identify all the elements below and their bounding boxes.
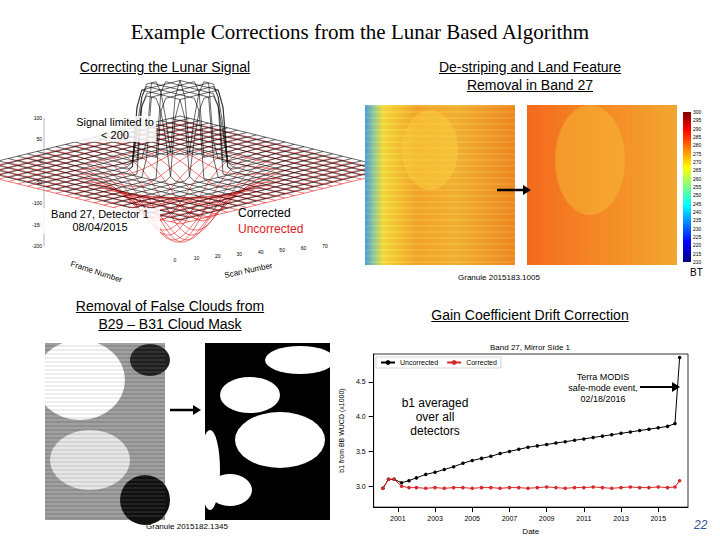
svg-text:2001: 2001 [390,515,406,522]
svg-text:290: 290 [693,126,702,132]
svg-text:50: 50 [279,247,285,253]
svg-text:-50: -50 [35,179,42,185]
svg-text:210: 210 [693,259,702,265]
svg-text:285: 285 [693,134,702,140]
html-text:Gain Coefficient Drift Correct: Gain Coefficient Drift Correction [431,307,629,323]
svg-text:b1 from BB WUCD (x1000): b1 from BB WUCD (x1000) [338,388,346,472]
svg-text:Uncorrected: Uncorrected [400,359,438,366]
html-text:Corrected: Corrected [238,206,291,220]
svg-text:BT: BT [690,267,703,278]
svg-text:30: 30 [237,251,243,257]
svg-text:240: 240 [693,209,702,215]
svg-text:0: 0 [39,158,42,164]
svg-text:4.0: 4.0 [356,413,366,420]
svg-text:250: 250 [693,192,702,198]
svg-text:4.5: 4.5 [356,378,366,385]
svg-text:-100: -100 [32,200,42,206]
html-text:Terra MODIS safe-mode event, 0: Terra MODIS safe-mode event, 02/18/2016 [568,372,638,404]
svg-text:3.5: 3.5 [356,448,366,455]
svg-text:-150: -150 [32,221,42,228]
svg-text:295: 295 [693,117,702,123]
html-text:Correcting the Lunar Signal: Correcting the Lunar Signal [79,59,251,75]
html-text:Uncorrected: Uncorrected [238,222,304,236]
svg-text:265: 265 [693,167,702,173]
svg-text:60: 60 [301,245,307,251]
svg-text:-200: -200 [32,243,42,249]
svg-text:2009: 2009 [539,515,555,522]
html-text:b1 averaged over all detectors: b1 averaged over all detectors [401,396,469,438]
svg-text:Frame Number: Frame Number [69,259,123,284]
svg-text:20: 20 [215,253,221,259]
html-text:Band 27, Detector 1 08/04/2015: Band 27, Detector 1 08/04/2015 [51,208,149,233]
svg-text:2007: 2007 [502,515,518,522]
svg-text:Band 27, Mirror Side 1: Band 27, Mirror Side 1 [490,343,571,352]
svg-text:280: 280 [693,142,702,148]
svg-text:2003: 2003 [427,515,443,522]
html-text:Example Corrections from the L: Example Corrections from the Lunar Based… [130,20,590,44]
svg-text:2011: 2011 [576,515,591,522]
svg-text:2015: 2015 [650,515,666,522]
svg-text:50: 50 [36,136,42,142]
html-text:Removal of False Clouds from B: Removal of False Clouds from B29 – B31 C… [75,298,265,332]
svg-text:235: 235 [693,217,702,223]
svg-text:3.0: 3.0 [356,483,366,490]
html-text:Signal limited to < 200: Signal limited to < 200 [76,116,154,141]
svg-text:260: 260 [693,176,702,182]
svg-text:255: 255 [693,184,702,190]
svg-text:0: 0 [174,257,177,263]
svg-text:40: 40 [258,249,264,255]
svg-text:225: 225 [693,234,702,240]
svg-text:230: 230 [693,226,702,232]
svg-text:275: 275 [693,151,702,157]
svg-text:Scan Number: Scan Number [224,261,274,280]
svg-text:245: 245 [693,201,702,207]
svg-text:Date: Date [522,527,539,536]
svg-text:270: 270 [693,159,702,165]
svg-text:10: 10 [194,255,200,261]
svg-text:70: 70 [322,243,328,249]
svg-text:2005: 2005 [464,515,480,522]
html-text:De-striping and Land Feature R: De-striping and Land Feature Removal in … [438,59,621,93]
html-text:22: 22 [694,518,708,532]
svg-text:220: 220 [693,242,702,248]
svg-text:Corrected: Corrected [466,359,497,366]
svg-text:300: 300 [693,109,702,115]
svg-text:100: 100 [34,115,43,121]
svg-text:Granule 2015182.1345: Granule 2015182.1345 [146,522,228,531]
svg-text:Granule 2015183.1005: Granule 2015183.1005 [458,273,540,282]
svg-text:215: 215 [693,251,702,257]
svg-text:2013: 2013 [613,515,629,522]
